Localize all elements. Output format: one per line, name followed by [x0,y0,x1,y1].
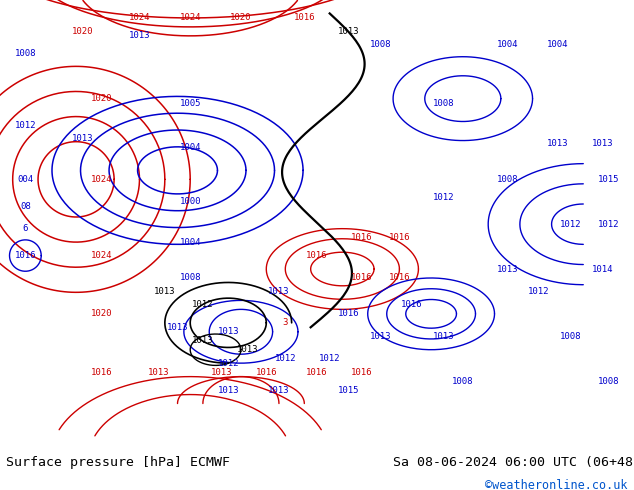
Text: 1024: 1024 [91,251,112,260]
Text: 1016: 1016 [389,273,410,282]
Text: 1014: 1014 [592,265,613,273]
Text: 1013: 1013 [236,345,258,354]
Text: 1015: 1015 [598,175,619,184]
Text: 1020: 1020 [230,13,252,23]
Text: 1016: 1016 [306,368,328,377]
Text: 1016: 1016 [15,251,36,260]
Text: 08: 08 [20,202,30,211]
Text: 1008: 1008 [433,98,455,108]
Text: 1015: 1015 [338,386,359,394]
Text: 1016: 1016 [351,273,372,282]
Text: 1013: 1013 [211,368,233,377]
Text: 1016: 1016 [351,233,372,242]
Text: 1024: 1024 [179,13,201,23]
Text: 1012: 1012 [598,220,619,229]
Text: 1012: 1012 [15,121,36,130]
Text: 1012: 1012 [433,193,455,202]
Text: 1013: 1013 [268,287,290,296]
Text: 1013: 1013 [192,336,214,345]
Text: 1020: 1020 [91,94,112,103]
Text: 3: 3 [283,318,288,327]
Text: 1013: 1013 [167,323,188,332]
Text: 1013: 1013 [154,287,176,296]
Text: 1024: 1024 [91,175,112,184]
Text: 1008: 1008 [598,377,619,386]
Text: 1012: 1012 [528,287,550,296]
Text: 1013: 1013 [217,386,239,394]
Text: 1013: 1013 [268,386,290,394]
Text: 004: 004 [17,175,34,184]
Text: 1024: 1024 [129,13,150,23]
Text: 1013: 1013 [72,134,93,144]
Text: 1008: 1008 [179,273,201,282]
Text: 1016: 1016 [351,368,372,377]
Text: 1013: 1013 [129,31,150,40]
Text: 1016: 1016 [294,13,315,23]
Text: ©weatheronline.co.uk: ©weatheronline.co.uk [485,479,628,490]
Text: 1008: 1008 [15,49,36,58]
Text: 1013: 1013 [433,332,455,341]
Text: 1013: 1013 [338,27,359,36]
Text: 1013: 1013 [217,327,239,336]
Text: 1004: 1004 [496,40,518,49]
Text: 1020: 1020 [72,27,93,36]
Text: 1008: 1008 [496,175,518,184]
Text: 1016: 1016 [91,368,112,377]
Text: 1013: 1013 [592,139,613,148]
Text: Sa 08-06-2024 06:00 UTC (06+48): Sa 08-06-2024 06:00 UTC (06+48) [393,456,634,469]
Text: 1008: 1008 [452,377,474,386]
Text: 6: 6 [23,224,28,233]
Text: 1012: 1012 [217,359,239,368]
Text: 1012: 1012 [560,220,581,229]
Text: 1013: 1013 [370,332,391,341]
Text: 1004: 1004 [179,238,201,246]
Text: 1013: 1013 [547,139,569,148]
Text: 1008: 1008 [370,40,391,49]
Text: 1012: 1012 [275,354,296,363]
Text: 1020: 1020 [91,309,112,318]
Text: 1016: 1016 [338,309,359,318]
Text: 1012: 1012 [319,354,340,363]
Text: 1013: 1013 [148,368,169,377]
Text: Surface pressure [hPa] ECMWF: Surface pressure [hPa] ECMWF [6,456,230,469]
Text: 1008: 1008 [560,332,581,341]
Text: 1005: 1005 [179,98,201,108]
Text: 1004: 1004 [179,144,201,152]
Text: 1013: 1013 [496,265,518,273]
Text: 1012: 1012 [192,300,214,309]
Text: 1016: 1016 [306,251,328,260]
Text: 1016: 1016 [389,233,410,242]
Text: 1004: 1004 [547,40,569,49]
Text: 1000: 1000 [179,197,201,206]
Text: 1016: 1016 [256,368,277,377]
Text: 1016: 1016 [401,300,423,309]
